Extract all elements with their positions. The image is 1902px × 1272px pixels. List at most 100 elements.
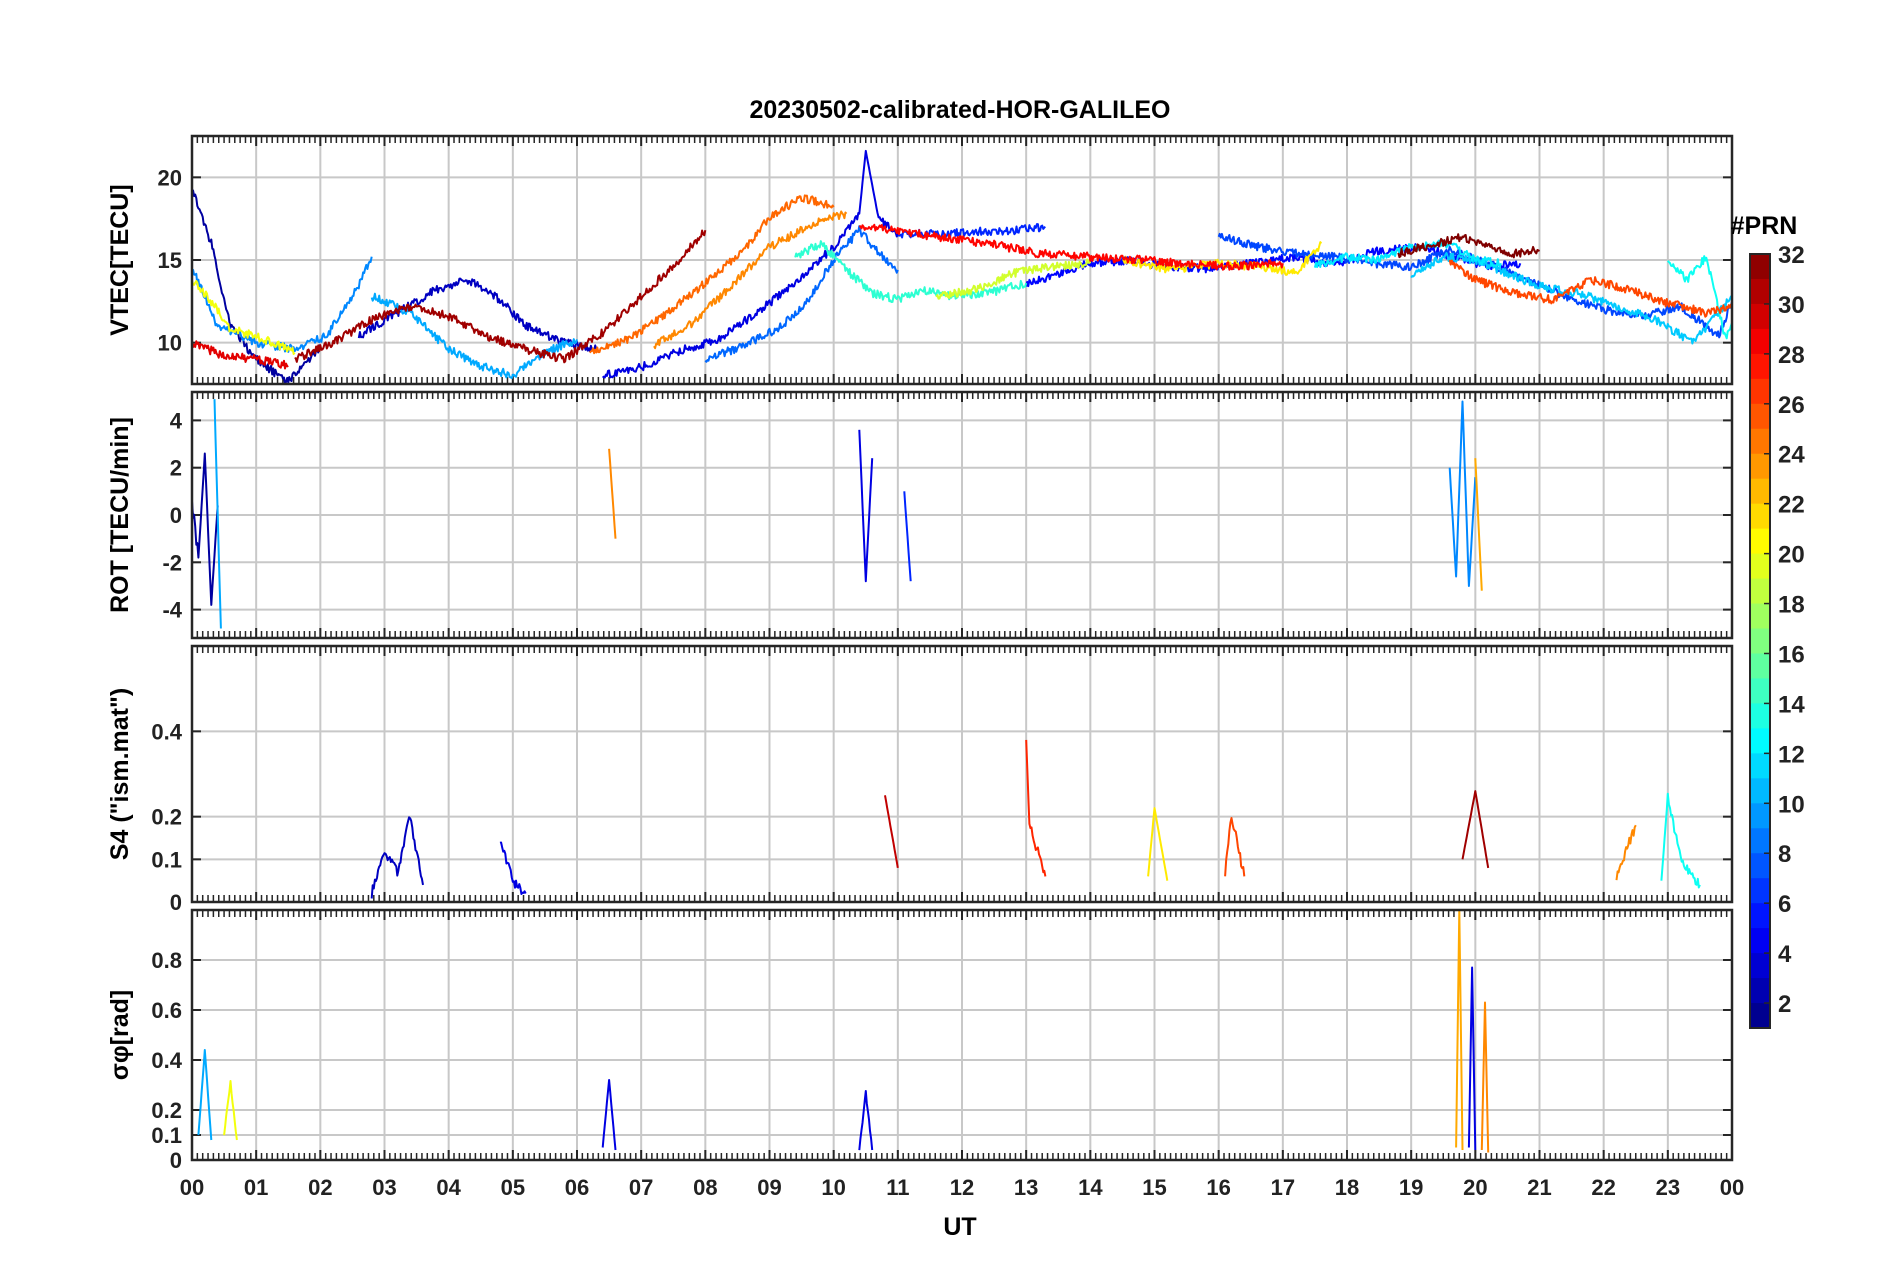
colorbar-segment — [1750, 953, 1770, 979]
colorbar-segment — [1750, 278, 1770, 305]
colorbar-tick-label: 20 — [1778, 542, 1805, 569]
x-tick-label: 08 — [693, 1175, 717, 1200]
series-line-prn-30 — [884, 795, 899, 869]
y-tick-label: 0.2 — [151, 805, 182, 830]
colorbar-segment — [1750, 703, 1770, 729]
series-line-prn-24 — [608, 448, 617, 539]
series-line-prn-6 — [903, 491, 912, 582]
x-tick-label: 05 — [501, 1175, 525, 1200]
colorbar-segment — [1750, 403, 1770, 430]
x-tick-label: 20 — [1463, 1175, 1487, 1200]
colorbar-label: #PRN — [1731, 212, 1798, 240]
series-line-prn-13 — [1667, 255, 1732, 340]
series-line-prn-9 — [1448, 400, 1477, 587]
series-line-prn-11 — [1410, 252, 1732, 345]
panel-frame — [190, 390, 1734, 640]
x-tick-label: 13 — [1014, 1175, 1038, 1200]
series-line-prn-10 — [197, 1049, 213, 1141]
colorbar-segment — [1750, 328, 1770, 355]
series-line-prn-27 — [1025, 739, 1047, 877]
colorbar-segment — [1750, 478, 1770, 505]
x-tick-label: 01 — [244, 1175, 268, 1200]
colorbar-tick-label: 22 — [1778, 492, 1805, 519]
colorbar-segment — [1750, 553, 1770, 580]
y-tick-label: 0.4 — [151, 719, 182, 744]
colorbar-segment — [1750, 628, 1770, 655]
x-tick-label: 00 — [180, 1175, 204, 1200]
colorbar-segment — [1750, 528, 1770, 555]
colorbar-tick-label: 2 — [1778, 991, 1791, 1018]
colorbar-segment — [1750, 254, 1770, 280]
colorbar-segment — [1750, 303, 1770, 330]
panel-frame — [190, 908, 1734, 1162]
series-line-prn-10 — [213, 399, 222, 629]
colorbar-tick-label: 10 — [1778, 791, 1805, 818]
panel-rot: -4 -2 0 2 4 ROT [TECU/min] — [106, 390, 1734, 640]
series-line-prn-4 — [858, 429, 874, 583]
colorbar-tick-label: 32 — [1778, 242, 1805, 269]
colorbar-segment — [1750, 453, 1770, 480]
x-tick-label: 22 — [1591, 1175, 1615, 1200]
colorbar-segment — [1750, 428, 1770, 455]
series-line-prn-14 — [794, 240, 1028, 303]
series-line-prn-2 — [192, 452, 219, 606]
x-tick-label: 06 — [565, 1175, 589, 1200]
series-line-prn-21 — [1147, 807, 1169, 881]
colorbar-segment — [1750, 753, 1770, 779]
y-tick-label: 0.4 — [151, 1048, 182, 1073]
y-tick-label: 10 — [158, 331, 182, 356]
series-line-prn-21 — [1122, 241, 1323, 276]
colorbar-segment — [1750, 603, 1770, 630]
series-group — [192, 399, 1483, 629]
colorbar-tick-label: 28 — [1778, 342, 1805, 369]
y-axis-label: σφ[rad] — [106, 990, 134, 1081]
colorbar-tick-label: 12 — [1778, 741, 1805, 768]
colorbar-frame — [1749, 253, 1771, 1029]
series-group — [192, 149, 1732, 384]
y-axis-label: VTEC[TECU] — [106, 184, 134, 335]
y-tick-label: -2 — [162, 550, 182, 575]
series-line-prn-8 — [704, 225, 899, 363]
x-tick-label: 12 — [950, 1175, 974, 1200]
series-line-prn-4 — [858, 1090, 874, 1151]
series-line-prn-24 — [1615, 824, 1637, 881]
series-line-prn-4 — [1467, 966, 1477, 1151]
series-line-prn-31 — [1461, 790, 1490, 869]
series-line-prn-32 — [1397, 233, 1540, 259]
series-line-prn-24 — [1480, 1001, 1490, 1153]
series-group — [370, 739, 1701, 899]
x-tick-label: 15 — [1142, 1175, 1166, 1200]
series-line-prn-23 — [1474, 458, 1483, 591]
y-tick-label: 20 — [158, 165, 182, 190]
colorbar-segment — [1750, 853, 1770, 879]
colorbar-segment — [1750, 903, 1770, 929]
y-tick-label: 4 — [170, 408, 183, 433]
series-line-prn-31 — [294, 229, 707, 364]
colorbar-segment — [1750, 678, 1770, 705]
panel-frame — [190, 134, 1734, 386]
y-tick-label: 0.1 — [151, 1123, 182, 1148]
y-tick-label: 0 — [170, 503, 182, 528]
x-tick-label: 21 — [1527, 1175, 1551, 1200]
series-group — [197, 910, 1490, 1153]
series-line-prn-4 — [601, 149, 899, 379]
x-tick-label: 10 — [821, 1175, 845, 1200]
colorbar-segment — [1750, 878, 1770, 904]
colorbar-segment — [1750, 778, 1770, 804]
colorbar-tick-label: 16 — [1778, 641, 1805, 668]
colorbar-tick-label: 24 — [1778, 442, 1805, 469]
x-tick-label: 18 — [1335, 1175, 1359, 1200]
x-tick-label: 09 — [757, 1175, 781, 1200]
colorbar-segment — [1750, 1003, 1770, 1029]
colorbar-tick-label: 4 — [1778, 941, 1792, 968]
colorbar-tick-label: 8 — [1778, 841, 1791, 868]
colorbar-segment — [1750, 578, 1770, 605]
y-tick-label: 0.2 — [151, 1098, 182, 1123]
x-tick-label: 02 — [308, 1175, 332, 1200]
series-line-prn-4 — [601, 1079, 617, 1151]
series-line-prn-26 — [1448, 259, 1732, 318]
chart-title: 20230502-calibrated-HOR-GALILEO — [750, 96, 1171, 124]
